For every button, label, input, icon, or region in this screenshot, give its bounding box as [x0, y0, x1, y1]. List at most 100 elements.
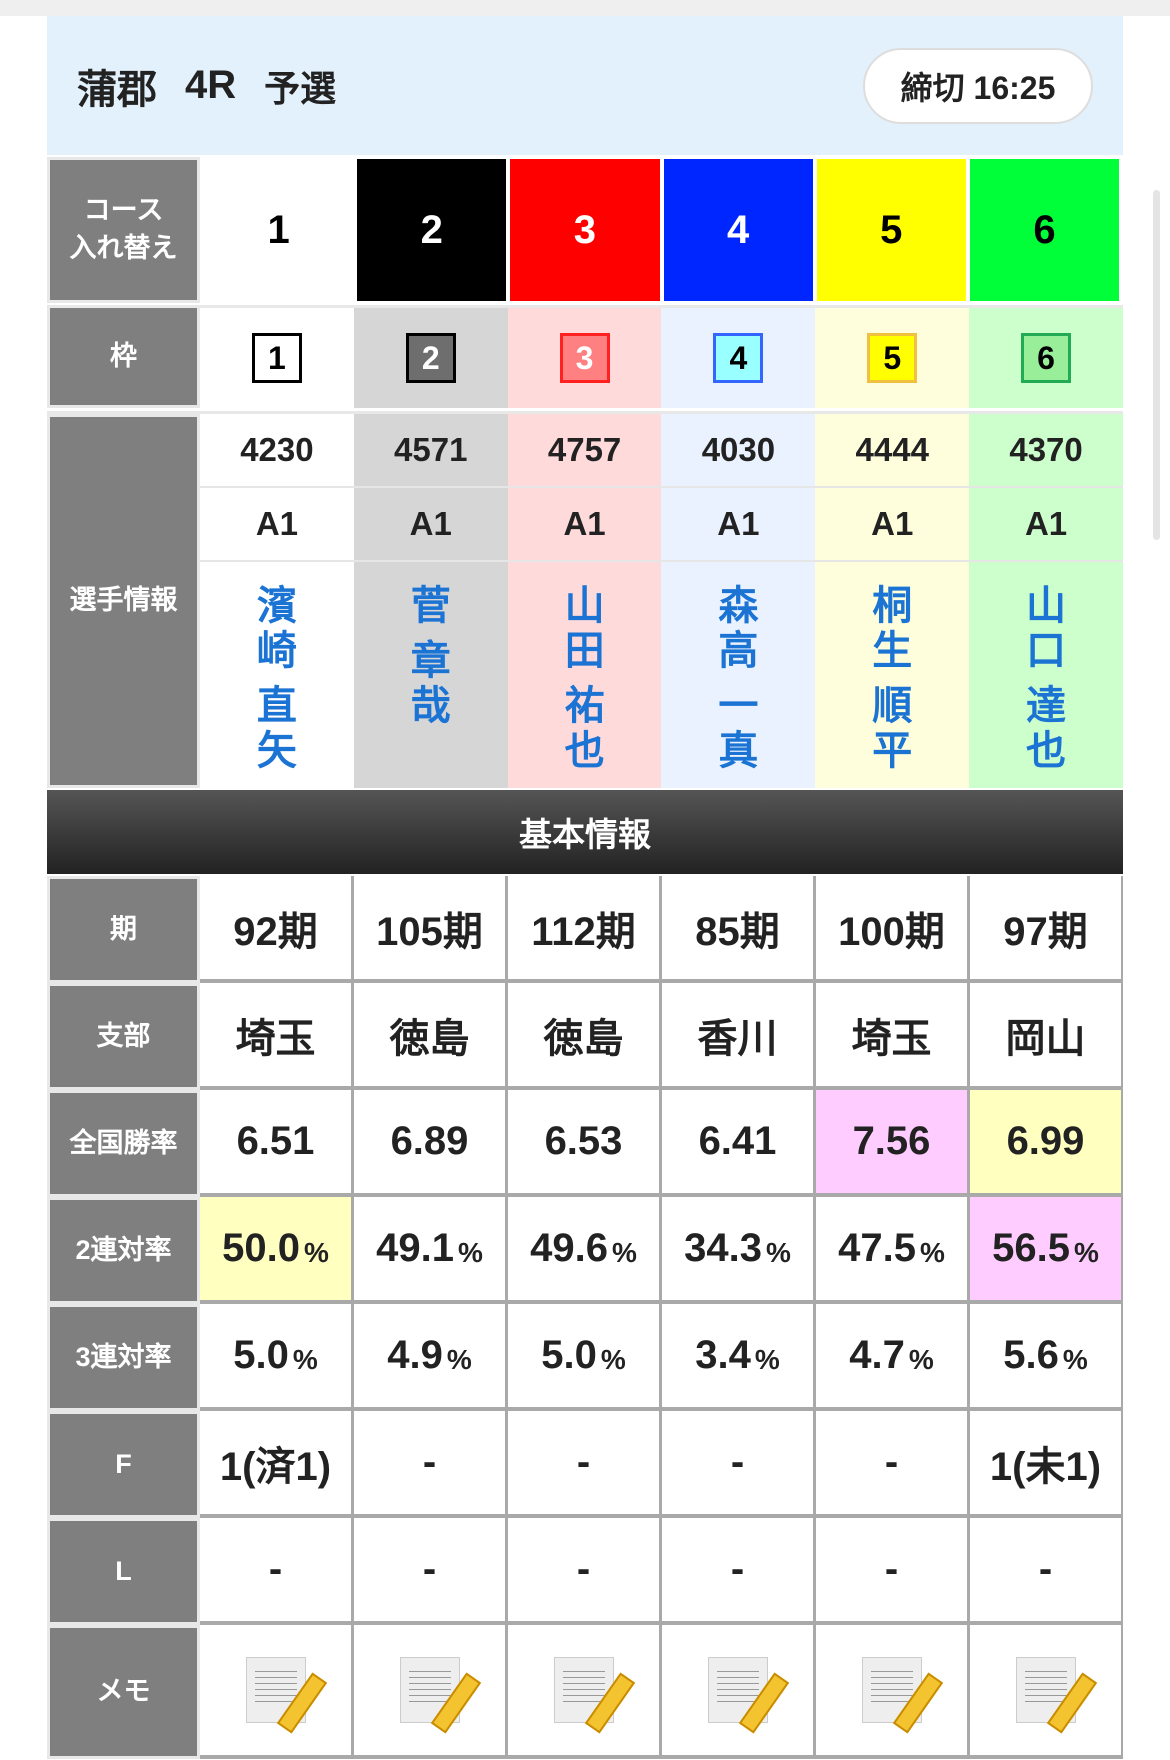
course-1-button[interactable]: 1: [204, 159, 354, 301]
stat-value: 1(済1): [219, 1444, 332, 1489]
stat-label: F: [47, 1411, 200, 1518]
stat-cell: 92期: [200, 876, 354, 983]
name-char: 章: [410, 639, 451, 683]
stat-cell: -: [354, 1518, 508, 1625]
name-char: 也: [1026, 729, 1067, 773]
name-char: 菅: [410, 584, 451, 628]
name-char: 濱: [256, 584, 297, 628]
name-char: 也: [564, 729, 605, 773]
stat-cell: 34.3%: [662, 1197, 816, 1304]
stat-cell: 6.99: [970, 1090, 1123, 1197]
stat-cell: 100期: [816, 876, 970, 983]
stat-cell: -: [200, 1518, 354, 1625]
stat-value: 92期: [233, 909, 318, 954]
unit-percent: %: [1073, 1236, 1099, 1268]
stat-cell: 1(済1): [200, 1411, 354, 1518]
name-char: 直: [256, 684, 297, 728]
player-reg-number: 4030: [661, 414, 816, 488]
stat-cell: 50.0%: [200, 1197, 354, 1304]
memo-cell[interactable]: [970, 1625, 1123, 1759]
player-column: 4444 A1 桐生順平: [815, 414, 970, 788]
memo-pencil-icon[interactable]: [553, 1657, 614, 1723]
waku-number-badge: 1: [251, 333, 302, 383]
course-swap-button[interactable]: コース 入れ替え: [47, 157, 200, 303]
memo-cell[interactable]: [816, 1625, 970, 1759]
player-info-label: 選手情報: [47, 414, 200, 788]
stat-row: 支部 埼玉 徳島 徳島 香川 埼玉 岡山: [47, 983, 1123, 1090]
stat-label: 支部: [47, 983, 200, 1090]
stat-row: 全国勝率 6.51 6.89 6.53 6.41 7.56 6.99: [47, 1090, 1123, 1197]
stat-value: 5.0: [541, 1333, 597, 1377]
name-char: 高: [718, 629, 759, 673]
player-class: A1: [507, 488, 662, 562]
memo-pencil-icon[interactable]: [245, 1657, 306, 1723]
stat-value: 3.4: [695, 1333, 751, 1377]
waku-cell: 6: [969, 305, 1123, 408]
memo-pencil-icon[interactable]: [399, 1657, 460, 1723]
course-3-button[interactable]: 3: [510, 159, 660, 301]
course-4-button[interactable]: 4: [663, 159, 813, 301]
stat-row: 2連対率 50.0% 49.1% 49.6% 34.3% 47.5% 56.5%: [47, 1197, 1123, 1304]
memo-cell[interactable]: [200, 1625, 354, 1759]
stat-value: -: [884, 1547, 899, 1591]
stat-cell: 7.56: [816, 1090, 970, 1197]
stat-cell: -: [662, 1411, 816, 1518]
stat-cell: 4.9%: [354, 1304, 508, 1411]
unit-percent: %: [292, 1343, 318, 1375]
stat-value: 49.6: [530, 1226, 608, 1270]
stat-value: 6.53: [544, 1119, 623, 1163]
stat-cell: -: [508, 1518, 662, 1625]
memo-cell[interactable]: [662, 1625, 816, 1759]
stat-label: L: [47, 1518, 200, 1625]
player-class: A1: [815, 488, 970, 562]
stat-cell: 5.6%: [970, 1304, 1123, 1411]
stat-value: 6.99: [1006, 1119, 1085, 1163]
player-name-link[interactable]: 桐生順平: [815, 562, 969, 788]
stat-cell: 5.0%: [200, 1304, 354, 1411]
stat-value: 97期: [1003, 909, 1088, 954]
stat-cell: 徳島: [508, 983, 662, 1090]
player-name-link[interactable]: 濱崎直矢: [200, 562, 354, 788]
course-6-button[interactable]: 6: [969, 159, 1120, 301]
browser-top-bar: [0, 0, 1170, 16]
waku-cell: 5: [815, 305, 970, 408]
player-name-link[interactable]: 菅章哉: [354, 562, 508, 788]
stat-label: メモ: [47, 1625, 200, 1759]
stat-cell: 97期: [970, 876, 1123, 983]
scrollbar[interactable]: [1153, 190, 1160, 540]
stat-value: -: [422, 1547, 437, 1591]
course-5-button[interactable]: 5: [816, 159, 966, 301]
player-name-link[interactable]: 森高一真: [661, 562, 815, 788]
stat-cell: 49.6%: [508, 1197, 662, 1304]
waku-cell: 3: [507, 305, 662, 408]
player-name-link[interactable]: 山口達也: [969, 562, 1123, 788]
player-reg-number: 4230: [200, 414, 354, 488]
waku-label: 枠: [47, 305, 200, 408]
memo-cell[interactable]: [354, 1625, 508, 1759]
stat-value: -: [884, 1440, 899, 1484]
unit-percent: %: [611, 1236, 637, 1268]
stat-row: メモ: [47, 1625, 1123, 1759]
stat-cell: 3.4%: [662, 1304, 816, 1411]
stat-cell: 6.51: [200, 1090, 354, 1197]
stat-value: 埼玉: [851, 1016, 932, 1061]
player-column: 4757 A1 山田祐也: [507, 414, 662, 788]
player-name-link[interactable]: 山田祐也: [508, 562, 662, 788]
memo-cell[interactable]: [508, 1625, 662, 1759]
player-class: A1: [661, 488, 816, 562]
player-reg-number: 4370: [969, 414, 1123, 488]
stat-value: -: [730, 1440, 745, 1484]
memo-pencil-icon[interactable]: [707, 1657, 768, 1723]
memo-pencil-icon[interactable]: [1015, 1657, 1076, 1723]
stat-label: 2連対率: [47, 1197, 200, 1304]
course-2-button[interactable]: 2: [357, 159, 507, 301]
waku-cell: 1: [200, 305, 354, 408]
name-char: 桐: [872, 584, 913, 628]
stat-value: 50.0: [222, 1226, 300, 1270]
name-char: 哉: [410, 684, 451, 728]
unit-percent: %: [919, 1236, 945, 1268]
stat-value: 112期: [531, 909, 636, 954]
memo-pencil-icon[interactable]: [861, 1657, 922, 1723]
stat-cell: 徳島: [354, 983, 508, 1090]
stat-cell: 1(未1): [970, 1411, 1123, 1518]
